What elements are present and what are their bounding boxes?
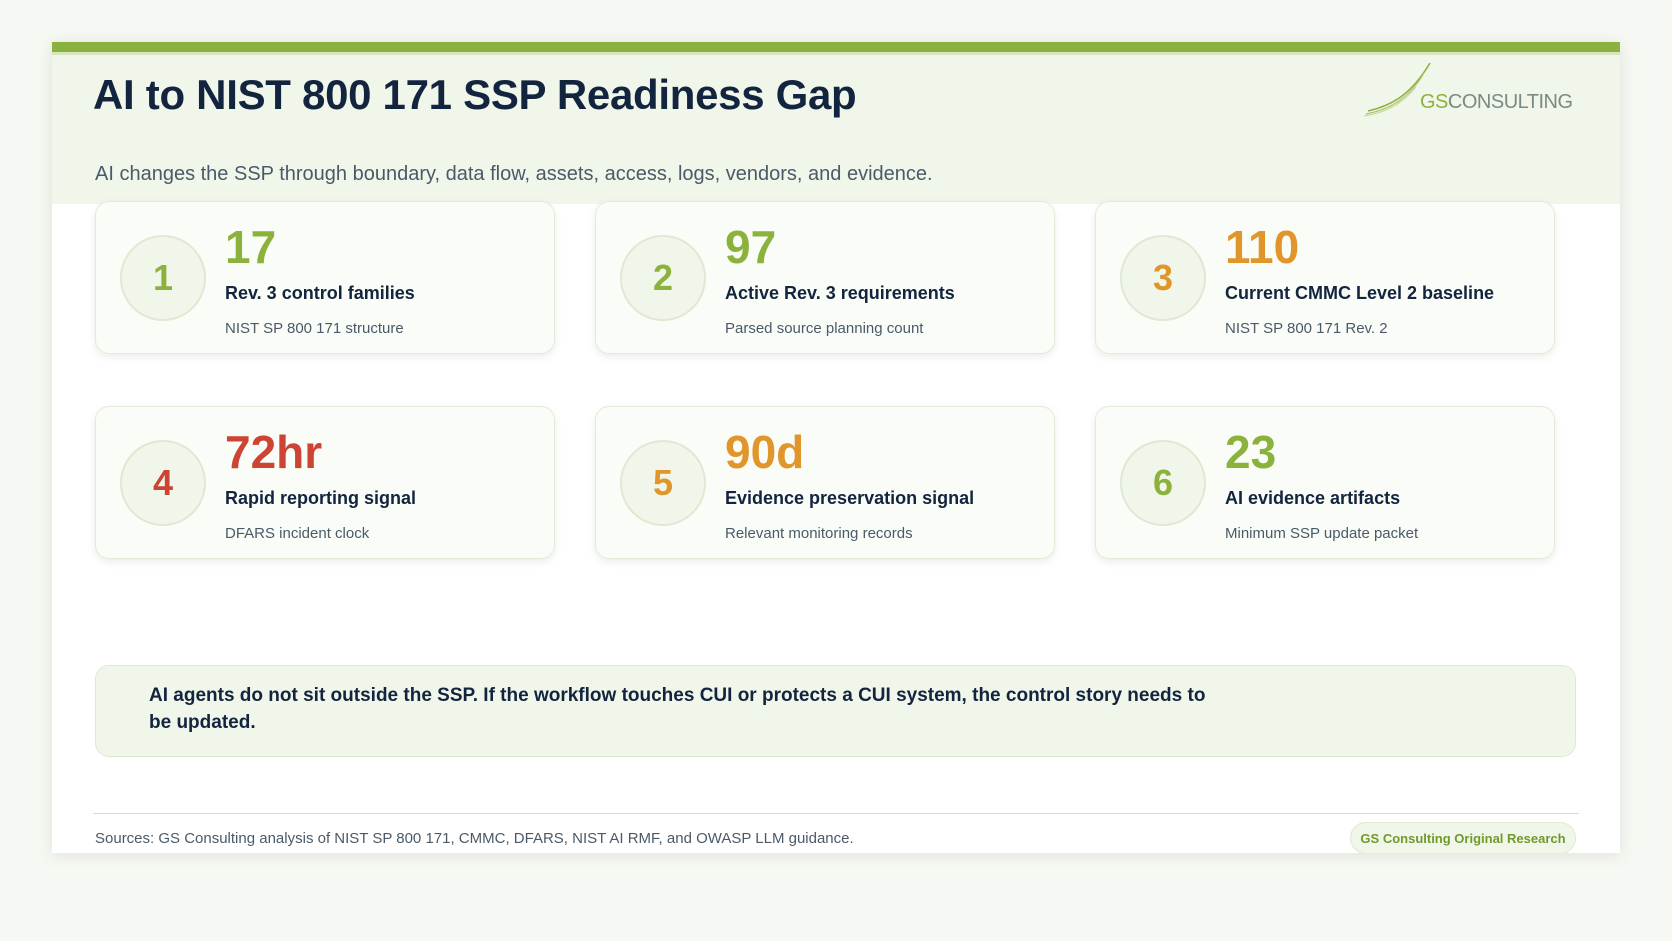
stat-note: Minimum SSP update packet <box>1225 525 1419 542</box>
stat-label: Evidence preservation signal <box>725 488 975 508</box>
page-subtitle: AI changes the SSP through boundary, dat… <box>95 163 933 185</box>
callout-box: AI agents do not sit outside the SSP. If… <box>95 665 1576 757</box>
stat-number-circle: 5 <box>620 440 706 526</box>
stat-number-circle: 3 <box>1120 235 1206 321</box>
stat-number-circle: 2 <box>620 235 706 321</box>
top-accent-line <box>52 52 1620 55</box>
stat-number-circle: 6 <box>1120 440 1206 526</box>
page-title: AI to NIST 800 171 SSP Readiness Gap <box>93 71 857 118</box>
stat-value: 17 <box>225 221 277 273</box>
stat-value: 23 <box>1225 426 1277 478</box>
stat-card-5: 5 90d Evidence preservation signal Relev… <box>595 406 1055 559</box>
stat-label: Rapid reporting signal <box>225 488 417 508</box>
callout-text: AI agents do not sit outside the SSP. If… <box>149 685 1206 733</box>
stat-value: 72hr <box>225 426 323 478</box>
stat-label: AI evidence artifacts <box>1225 488 1401 508</box>
logo-consulting: CONSULTING <box>1447 91 1573 113</box>
sources-text: Sources: GS Consulting analysis of NIST … <box>95 830 854 847</box>
stat-value: 97 <box>725 221 777 273</box>
gs-consulting-logo-swoosh-icon <box>1364 62 1431 117</box>
stat-note: DFARS incident clock <box>225 525 370 542</box>
stat-card-1: 1 17 Rev. 3 control families NIST SP 800… <box>95 201 555 354</box>
stat-card-3: 3 110 Current CMMC Level 2 baseline NIST… <box>1095 201 1555 354</box>
stat-number-circle: 4 <box>120 440 206 526</box>
slide-frame: AI to NIST 800 171 SSP Readiness Gap AI … <box>52 42 1620 853</box>
footer-divider <box>93 813 1579 814</box>
top-accent-bar <box>52 42 1620 52</box>
original-research-badge: GS Consulting Original Research <box>1350 822 1576 853</box>
stat-value: 90d <box>725 426 805 478</box>
stat-label: Rev. 3 control families <box>225 283 415 303</box>
stat-card-4: 4 72hr Rapid reporting signal DFARS inci… <box>95 406 555 559</box>
gs-consulting-logo: GSCONSULTING <box>1420 91 1573 114</box>
stat-number-circle: 1 <box>120 235 206 321</box>
stat-note: Relevant monitoring records <box>725 525 913 542</box>
stat-label: Current CMMC Level 2 baseline <box>1225 283 1495 303</box>
logo-gs: GS <box>1420 91 1448 113</box>
stat-note: Parsed source planning count <box>725 320 924 337</box>
stat-value: 110 <box>1225 221 1300 273</box>
stat-note: NIST SP 800 171 structure <box>225 320 404 337</box>
stat-label: Active Rev. 3 requirements <box>725 283 955 303</box>
stat-note: NIST SP 800 171 Rev. 2 <box>1225 320 1388 337</box>
stat-card-6: 6 23 AI evidence artifacts Minimum SSP u… <box>1095 406 1555 559</box>
stat-card-2: 2 97 Active Rev. 3 requirements Parsed s… <box>595 201 1055 354</box>
header: AI to NIST 800 171 SSP Readiness Gap AI … <box>52 55 1620 204</box>
